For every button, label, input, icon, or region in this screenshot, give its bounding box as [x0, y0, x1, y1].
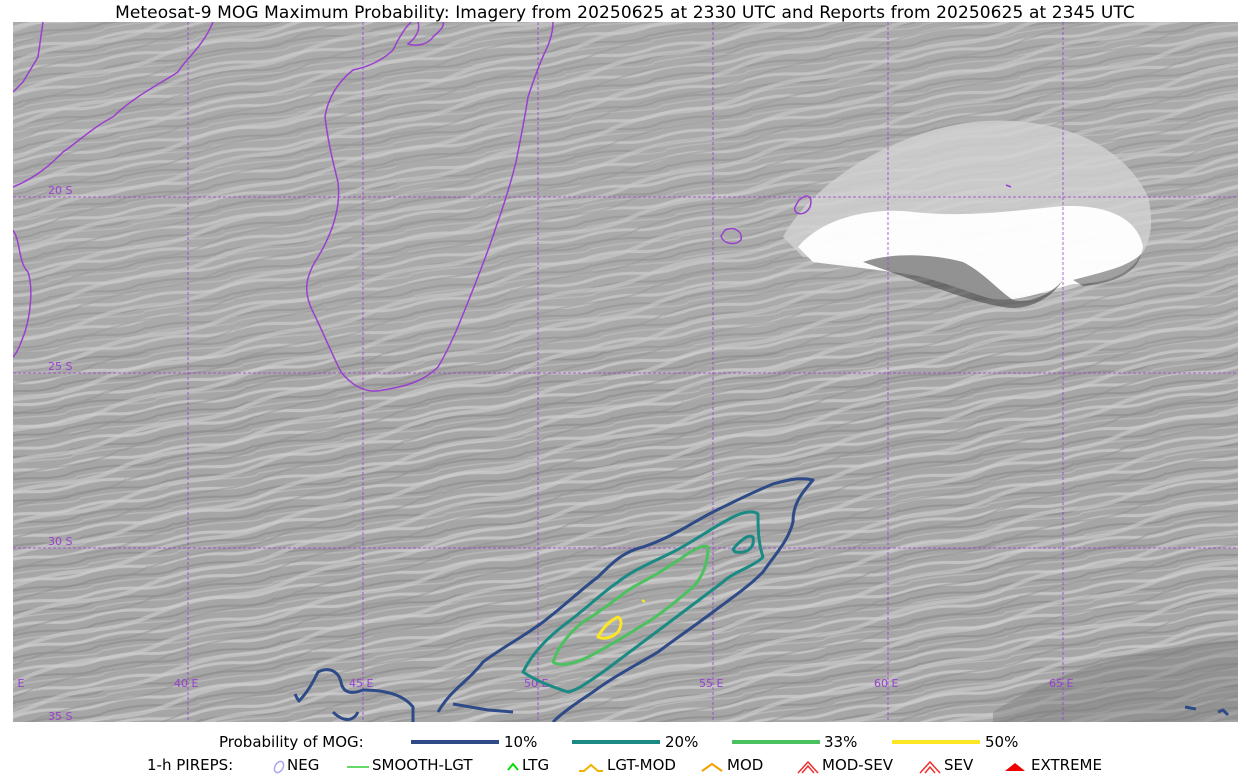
pirep-ltg-label: LTG — [522, 756, 550, 774]
lon-label-60e: 60 E — [874, 677, 898, 690]
pirep-neg-label: NEG — [287, 756, 320, 774]
smooth-lgt-icon — [347, 766, 369, 768]
lon-label-55e: 55 E — [699, 677, 723, 690]
pirep-legend-label: 1-h PIREPS: — [147, 756, 234, 774]
mauritius-coast — [794, 195, 812, 215]
contour-50 — [596, 615, 623, 640]
coastlines — [13, 22, 1012, 392]
lon-label-50e: 50 E — [524, 677, 548, 690]
swatch-10 — [411, 740, 499, 744]
pirep-mod-label: MOD — [727, 756, 764, 774]
pirep-mod-sev-label: MOD-SEV — [822, 756, 893, 774]
pirep-extreme-label: EXTREME — [1031, 756, 1102, 774]
cloud-cluster — [783, 120, 1152, 308]
lon-label-65e: 65 E — [1049, 677, 1073, 690]
probability-legend: Probability of MOG: 10% 20% 33% 50% — [0, 733, 1250, 755]
sev-icon — [919, 760, 941, 774]
madagascar-coast — [306, 22, 554, 392]
swatch-20 — [572, 740, 660, 744]
map-svg: 20 S 25 S 30 S 35 S 35 E 40 E 45 E 50 E … — [13, 22, 1238, 722]
mod-icon — [701, 762, 723, 772]
lon-label-35e: 35 E — [13, 677, 24, 690]
map-title: Meteosat-9 MOG Maximum Probability: Imag… — [115, 3, 1135, 23]
pirep-sev-label: SEV — [944, 756, 974, 774]
lgt-mod-icon — [579, 763, 603, 772]
lat-label-30s: 30 S — [48, 535, 72, 548]
contour-20 — [521, 510, 765, 694]
graticule — [13, 22, 1238, 722]
lat-label-20s: 20 S — [48, 184, 72, 197]
lat-label-25s: 25 S — [48, 360, 72, 373]
legend-label-10: 10% — [504, 733, 538, 751]
neg-icon — [273, 760, 285, 774]
lat-label-35s: 35 S — [48, 710, 72, 722]
contour-33 — [551, 544, 710, 666]
satellite-map[interactable]: 20 S 25 S 30 S 35 S 35 E 40 E 45 E 50 E … — [13, 22, 1238, 722]
contour-10 — [436, 477, 815, 722]
swatch-33 — [732, 740, 820, 744]
probability-legend-label: Probability of MOG: — [219, 733, 364, 751]
reunion-coast — [720, 228, 743, 245]
mod-sev-icon — [797, 760, 819, 774]
lon-label-40e: 40 E — [174, 677, 198, 690]
swatch-50 — [892, 740, 980, 744]
legend-label-20: 20% — [665, 733, 699, 751]
ltg-icon — [507, 762, 519, 771]
extreme-icon — [1005, 763, 1025, 771]
legend-label-33: 33% — [824, 733, 858, 751]
lon-label-45e: 45 E — [349, 677, 373, 690]
pirep-smooth-lgt-label: SMOOTH-LGT — [372, 756, 473, 774]
pirep-lgt-mod-label: LGT-MOD — [607, 756, 676, 774]
pirep-legend: 1-h PIREPS: NEG SMOOTH-LGT LTG LGT-MOD M… — [0, 756, 1250, 778]
legend-label-50: 50% — [985, 733, 1019, 751]
